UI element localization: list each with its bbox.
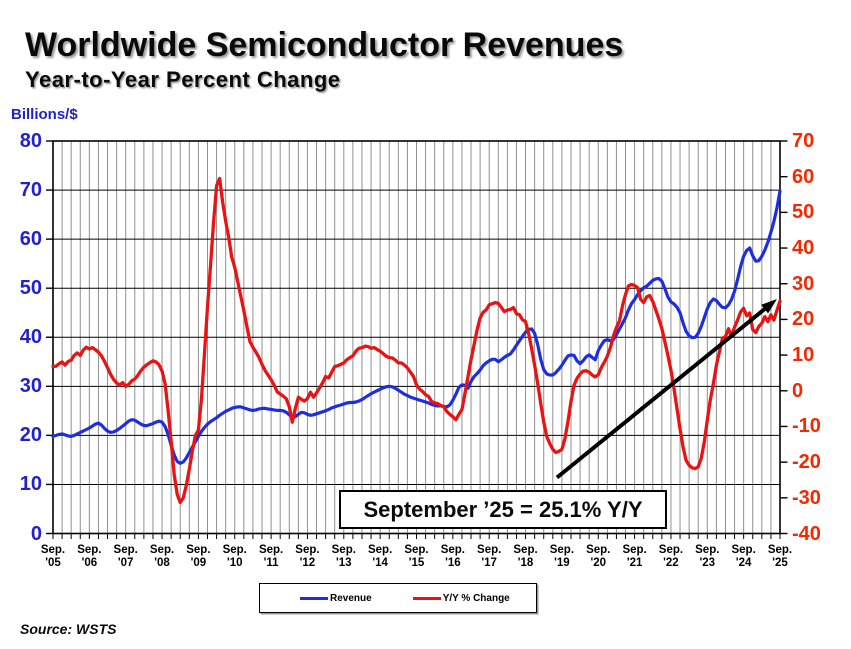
legend-label-yoy: Y/Y % Change	[442, 592, 510, 604]
annotation-text: September ’25 = 25.1% Y/Y	[363, 496, 643, 522]
chart-subtitle: Year-to-Year Percent Change	[25, 67, 341, 92]
right-axis-tick-label: 60	[792, 165, 815, 188]
left-axis-tick-label: 80	[19, 130, 42, 152]
x-axis-tick-label: Sep. '14	[367, 543, 393, 569]
legend-item-yoy: Y/Y % Change	[412, 592, 510, 604]
revenue-line	[51, 189, 782, 465]
right-axis-tick-label: 70	[792, 130, 815, 152]
right-axis-tick-label: -10	[792, 415, 821, 438]
x-axis-tick-label: Sep. '16	[440, 543, 465, 569]
x-axis-tick-label: Sep. '06	[77, 543, 102, 569]
left-axis-title: Billions/$	[11, 106, 78, 123]
x-axis-tick-label: Sep. '05	[40, 543, 66, 569]
left-axis-tick-label: 10	[19, 473, 42, 496]
left-axis-tick-label: 30	[19, 375, 42, 398]
left-axis-tick-label: 60	[19, 228, 42, 251]
x-axis-tick-label: Sep. '13	[331, 543, 356, 569]
right-axis-tick-label: -20	[792, 451, 821, 474]
legend-label-revenue: Revenue	[330, 592, 372, 604]
legend-item-revenue: Revenue	[300, 593, 372, 604]
x-axis-tick-label: Sep. '11	[258, 543, 284, 569]
left-axis-tick-label: 50	[19, 277, 42, 300]
legend: Revenue Y/Y % Change	[259, 583, 537, 613]
right-axis-tick-label: 10	[792, 344, 815, 367]
left-axis-tick-label: 70	[19, 179, 42, 202]
arrow-head	[761, 299, 777, 314]
right-axis-tick-label: 40	[792, 237, 815, 260]
right-axis-tick-label: 30	[792, 272, 815, 295]
x-axis-tick-label: Sep. '20	[586, 543, 611, 569]
right-axis-tick-label: 20	[792, 308, 815, 331]
revenue-line-swatch	[300, 596, 328, 600]
yoy-line-swatch	[412, 596, 441, 600]
source-note: Source: WSTS	[20, 621, 117, 637]
right-axis-tick-label: 50	[792, 201, 815, 224]
x-axis-tick-label: Sep. '25	[767, 543, 793, 569]
x-axis-tick-label: Sep. '23	[695, 543, 720, 569]
x-axis-tick-label: Sep. '10	[222, 543, 247, 569]
x-axis-tick-label: Sep. '19	[549, 543, 575, 569]
x-axis-tick-label: Sep. '24	[731, 543, 756, 569]
chart-title: Worldwide Semiconductor Revenues	[25, 26, 624, 64]
x-axis-tick-label: Sep. '15	[404, 543, 429, 569]
x-axis-tick-label: Sep. '22	[658, 543, 684, 569]
annotation-callout: September ’25 = 25.1% Y/Y	[339, 490, 667, 529]
arrow-line	[555, 307, 766, 480]
yoy-line	[51, 176, 782, 505]
x-axis-tick-label: Sep. '12	[295, 543, 320, 569]
x-axis-tick-label: Sep. '07	[113, 543, 138, 569]
right-axis-tick-label: -40	[792, 522, 821, 545]
x-axis-tick-label: Sep. '21	[622, 543, 647, 569]
left-axis-tick-label: 0	[30, 522, 42, 545]
right-axis-tick-label: -30	[792, 486, 821, 509]
x-axis-tick-label: Sep. '17	[477, 543, 502, 569]
x-axis-tick-label: Sep. '08	[149, 543, 175, 569]
right-axis-tick-label: 0	[792, 379, 804, 402]
x-axis-tick-label: Sep. '09	[186, 543, 211, 569]
left-axis-tick-label: 40	[19, 326, 42, 349]
left-axis-tick-label: 20	[19, 424, 42, 447]
x-axis-tick-label: Sep. '18	[513, 543, 538, 569]
